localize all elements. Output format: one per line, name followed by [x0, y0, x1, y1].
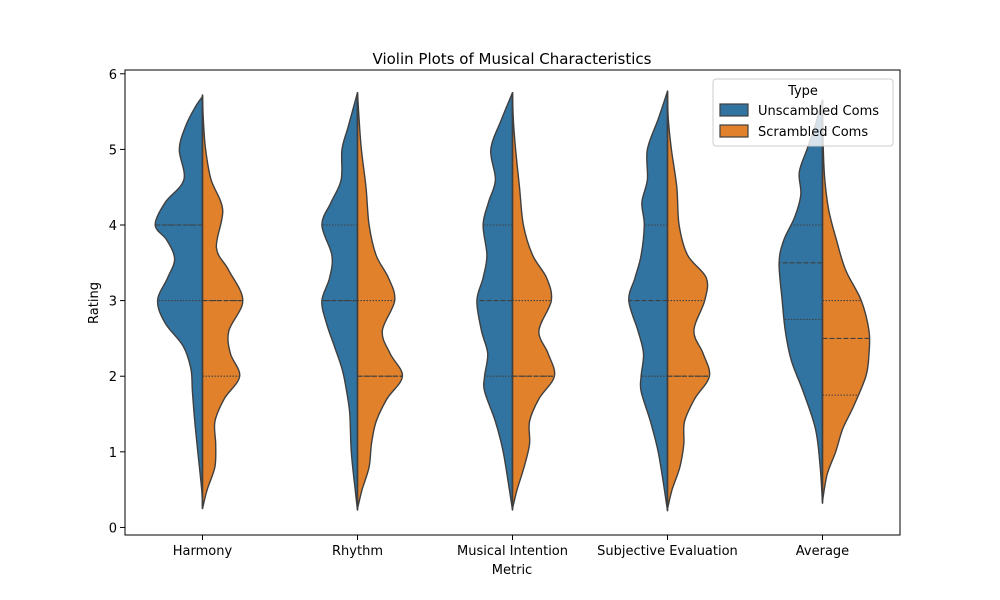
y-tick-label: 4 — [109, 219, 117, 234]
x-tick-label: Harmony — [173, 544, 233, 559]
violin-harmony-scrambled — [201, 94, 244, 510]
legend-entry-unscrambled: Unscambled Coms — [758, 104, 879, 119]
y-tick-label: 0 — [109, 521, 117, 536]
legend-swatch-scrambled — [719, 124, 749, 138]
y-axis: 0 1 2 3 4 5 6 — [109, 68, 125, 536]
violin-rhythm-unscrambled — [321, 92, 359, 511]
violins-layer — [154, 90, 871, 512]
x-tick-label: Average — [796, 544, 849, 559]
legend: Type Unscambled Coms Scrambled Coms — [712, 78, 894, 147]
legend-title: Type — [787, 84, 818, 99]
y-tick-label: 3 — [109, 295, 117, 310]
y-axis-label: Rating — [87, 282, 102, 324]
y-tick-label: 2 — [109, 370, 117, 385]
violin-musical-intention-unscrambled — [476, 92, 514, 511]
y-tick-label: 5 — [109, 143, 117, 158]
violin-subjective-evaluation-scrambled — [666, 90, 711, 510]
legend-entry-scrambled: Scrambled Coms — [758, 125, 868, 140]
chart-title: Violin Plots of Musical Characteristics — [373, 50, 652, 68]
y-tick-label: 1 — [109, 446, 117, 461]
x-tick-label: Musical Intention — [457, 544, 568, 559]
x-axis-label: Metric — [492, 563, 532, 578]
violin-harmony-unscrambled — [154, 95, 204, 510]
x-axis: Harmony Rhythm Musical Intention Subjective… — [173, 535, 849, 559]
legend-frame — [712, 78, 894, 147]
legend-swatch-unscrambled — [719, 103, 749, 117]
y-tick-label: 6 — [109, 68, 117, 83]
violin-average-unscrambled — [778, 99, 824, 504]
violin-average-scrambled — [821, 99, 871, 502]
x-tick-label: Rhythm — [332, 544, 383, 559]
x-tick-label: Subjective Evaluation — [597, 544, 738, 559]
